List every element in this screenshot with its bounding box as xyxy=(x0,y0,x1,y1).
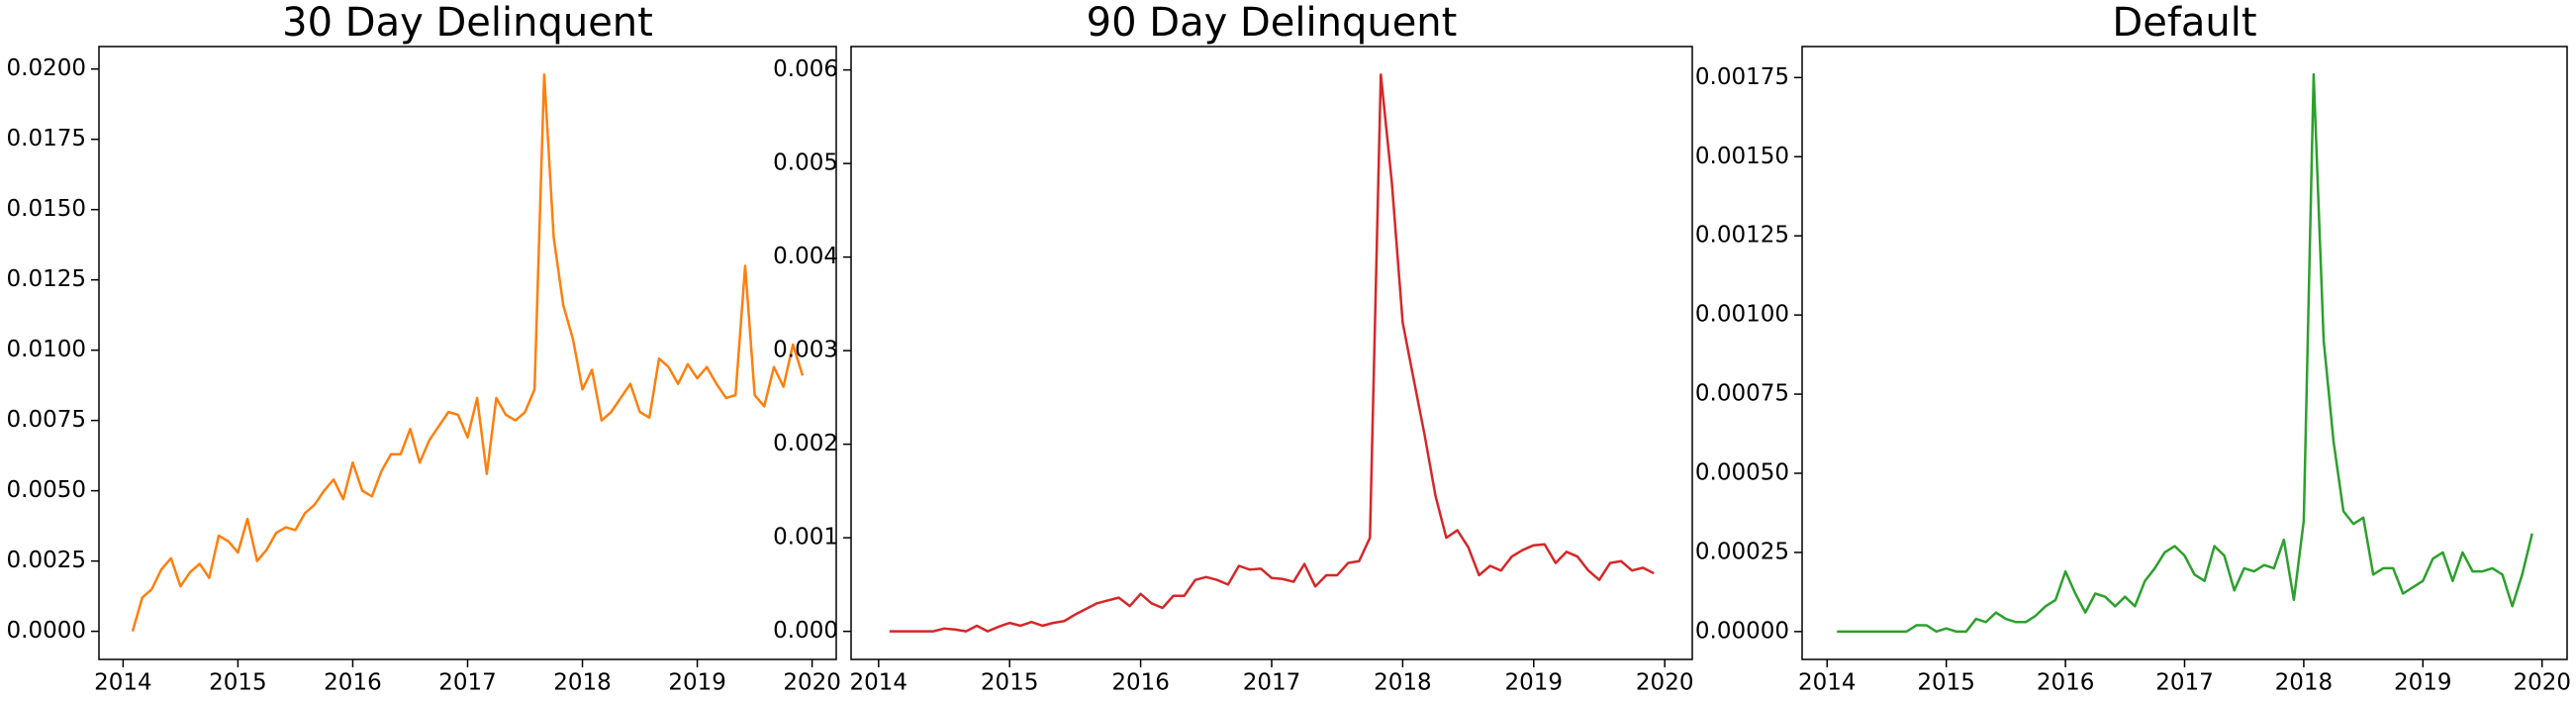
axes-frame xyxy=(1801,46,2568,660)
y-tick-label: 0.00075 xyxy=(1695,381,1789,407)
series-line xyxy=(889,73,1655,633)
x-tick-label: 2015 xyxy=(1917,670,1975,696)
y-tick-label: 0.004 xyxy=(773,244,838,269)
x-tick-label: 2015 xyxy=(981,670,1039,696)
chart-title: 90 Day Delinquent xyxy=(1087,0,1458,46)
x-tick-label: 2020 xyxy=(783,670,841,696)
x-tick-label: 2020 xyxy=(1636,670,1694,696)
x-tick-label: 2017 xyxy=(1243,670,1301,696)
x-tick-label: 2016 xyxy=(2037,670,2095,696)
y-tick-label: 0.00125 xyxy=(1695,223,1789,249)
axes-frame xyxy=(98,46,837,660)
y-tick-label: 0.0175 xyxy=(7,126,86,151)
x-tick-label: 2014 xyxy=(94,670,152,696)
y-tick-label: 0.006 xyxy=(773,56,838,82)
x-tick-label: 2017 xyxy=(438,670,497,696)
chart-title: Default xyxy=(2112,0,2256,46)
x-tick-label: 2019 xyxy=(2394,670,2452,696)
chart-title: 30 Day Delinquent xyxy=(282,0,653,46)
y-tick-label: 0.00000 xyxy=(1695,618,1789,644)
x-tick-label: 2020 xyxy=(2513,670,2571,696)
y-tick-label: 0.0200 xyxy=(7,55,86,81)
y-tick-label: 0.0050 xyxy=(7,477,86,503)
y-tick-label: 0.0025 xyxy=(7,548,86,573)
axes-frame xyxy=(850,46,1693,660)
y-tick-label: 0.002 xyxy=(773,431,838,456)
y-tick-label: 0.001 xyxy=(773,525,838,551)
x-tick-label: 2016 xyxy=(324,670,382,696)
y-tick-label: 0.0000 xyxy=(7,618,86,644)
series-line xyxy=(1837,72,2533,634)
y-tick-label: 0.0075 xyxy=(7,407,86,433)
y-tick-label: 0.005 xyxy=(773,150,838,176)
series-line xyxy=(131,73,805,632)
y-tick-label: 0.0125 xyxy=(7,266,86,292)
x-tick-label: 2019 xyxy=(668,670,726,696)
y-tick-label: 0.0150 xyxy=(7,196,86,222)
x-tick-label: 2019 xyxy=(1505,670,1564,696)
y-tick-label: 0.000 xyxy=(773,618,838,644)
x-tick-label: 2018 xyxy=(553,670,612,696)
y-tick-label: 0.003 xyxy=(773,338,838,363)
y-tick-label: 0.0100 xyxy=(7,337,86,362)
y-tick-label: 0.00175 xyxy=(1695,64,1789,90)
x-tick-label: 2014 xyxy=(1798,670,1857,696)
y-tick-label: 0.00050 xyxy=(1695,459,1789,485)
x-tick-label: 2014 xyxy=(850,670,908,696)
y-tick-label: 0.00100 xyxy=(1695,302,1789,328)
y-tick-label: 0.00150 xyxy=(1695,144,1789,169)
x-tick-label: 2017 xyxy=(2155,670,2214,696)
x-tick-label: 2015 xyxy=(209,670,267,696)
x-tick-label: 2018 xyxy=(1374,670,1432,696)
y-tick-label: 0.00025 xyxy=(1695,539,1789,564)
x-tick-label: 2016 xyxy=(1111,670,1170,696)
x-tick-label: 2018 xyxy=(2275,670,2334,696)
